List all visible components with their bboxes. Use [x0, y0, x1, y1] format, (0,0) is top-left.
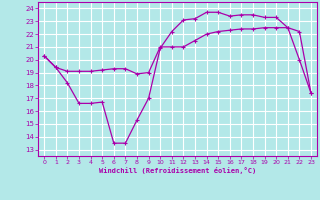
- X-axis label: Windchill (Refroidissement éolien,°C): Windchill (Refroidissement éolien,°C): [99, 167, 256, 174]
